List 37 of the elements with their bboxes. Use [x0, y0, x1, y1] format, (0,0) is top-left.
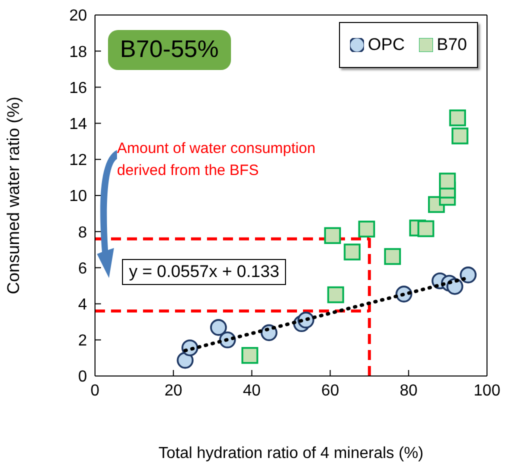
- y-tick-label: 18: [69, 44, 88, 61]
- point: [210, 319, 227, 336]
- point: [449, 109, 466, 126]
- point: [176, 352, 194, 369]
- point: [384, 248, 401, 265]
- x-tick-label: 40: [242, 382, 261, 400]
- y-axis-title: Consumed water ratio (%): [4, 96, 24, 294]
- legend-label: B70: [436, 35, 467, 55]
- point: [344, 244, 361, 260]
- x-tick-label: 0: [90, 382, 100, 400]
- annotation: B70-55%: [108, 30, 231, 70]
- x-axis-title: Total hydration ratio of 4 minerals (%): [158, 445, 424, 462]
- y-tick-label: 8: [78, 224, 88, 242]
- y-tick-label: 14: [69, 116, 88, 133]
- point: [417, 220, 434, 238]
- point: [358, 220, 376, 238]
- y-tick-label: 10: [69, 188, 88, 206]
- point: [324, 227, 341, 244]
- annotation: Amount of water consumption derived from the BFS: [117, 139, 316, 181]
- y-tick-label: 6: [78, 260, 88, 278]
- point: [452, 128, 468, 144]
- y-tick-label: 12: [69, 152, 88, 170]
- y-tick-label: 2: [78, 332, 88, 350]
- x-tick-label: 20: [164, 382, 182, 400]
- point: [327, 286, 344, 304]
- x-tick-label: 100: [474, 382, 500, 400]
- x-tick-label: 60: [321, 382, 340, 400]
- annotation: y = 0.0557x + 0.133: [122, 259, 286, 285]
- legend-label: OPC: [368, 35, 405, 55]
- y-tick-label: 16: [69, 80, 88, 97]
- y-tick-label: 4: [78, 296, 88, 314]
- y-tick-label: 0: [78, 368, 88, 386]
- y-tick-label: 20: [69, 8, 88, 25]
- point: [241, 347, 258, 364]
- point: [439, 172, 456, 190]
- point: [460, 266, 477, 284]
- x-tick-label: 80: [400, 382, 418, 400]
